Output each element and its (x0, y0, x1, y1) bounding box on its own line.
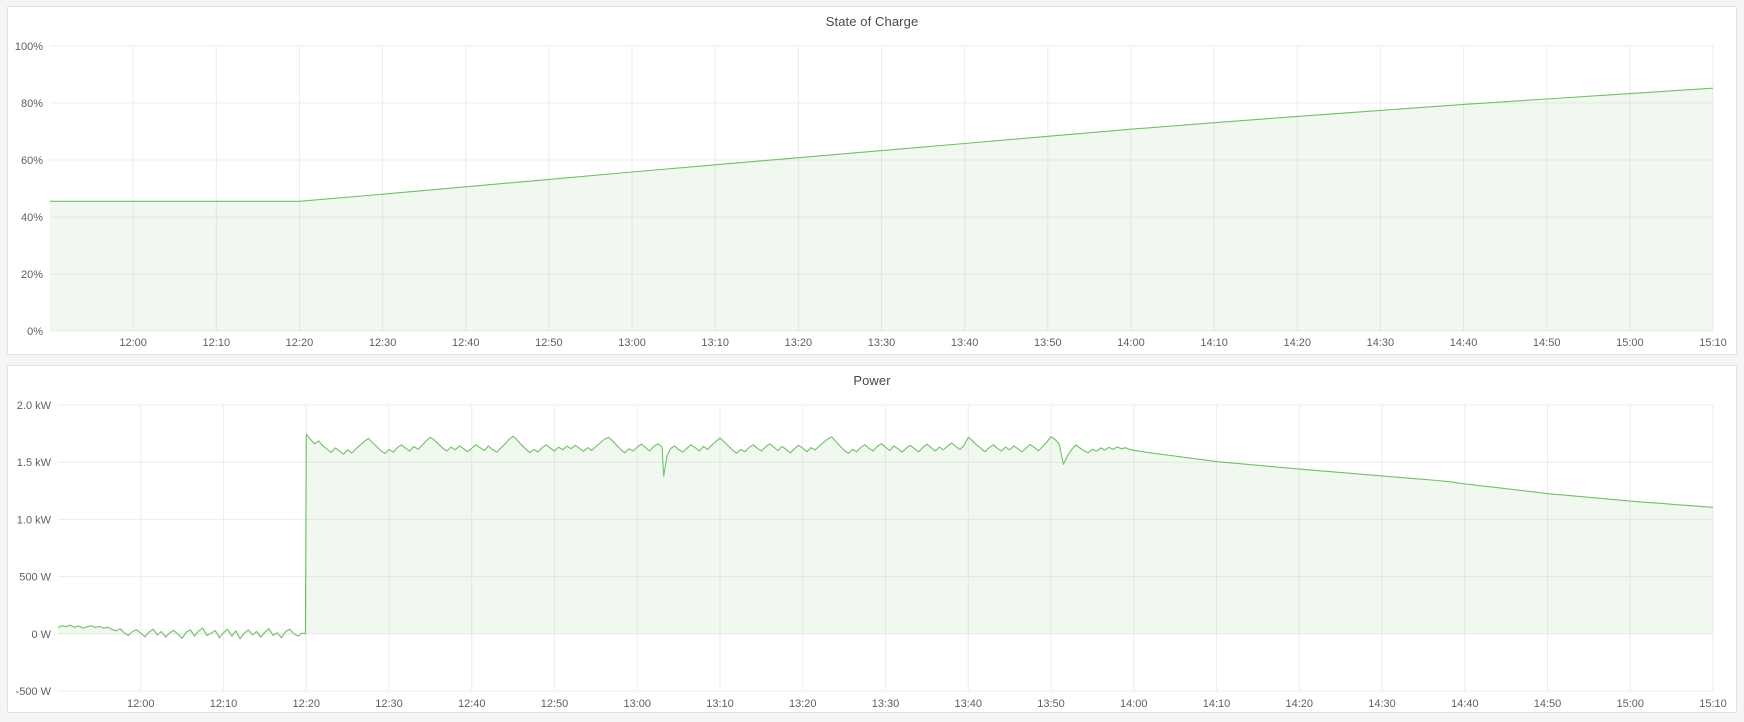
panel-header-state-of-charge[interactable]: State of Charge (8, 7, 1736, 35)
svg-text:14:40: 14:40 (1451, 698, 1479, 710)
svg-text:15:10: 15:10 (1699, 698, 1727, 710)
svg-text:13:20: 13:20 (785, 337, 813, 349)
svg-text:13:40: 13:40 (954, 698, 982, 710)
grid (50, 45, 1714, 332)
svg-text:12:40: 12:40 (458, 698, 486, 710)
series-line (50, 87, 1714, 202)
svg-text:12:20: 12:20 (286, 337, 314, 349)
svg-text:13:50: 13:50 (1034, 337, 1062, 349)
svg-text:12:20: 12:20 (292, 698, 320, 710)
svg-text:14:00: 14:00 (1117, 337, 1145, 349)
svg-text:0 W: 0 W (31, 629, 51, 641)
svg-text:15:00: 15:00 (1616, 337, 1644, 349)
svg-text:13:50: 13:50 (1037, 698, 1065, 710)
svg-text:20%: 20% (21, 269, 43, 281)
svg-text:15:10: 15:10 (1699, 337, 1727, 349)
svg-text:14:20: 14:20 (1283, 337, 1311, 349)
svg-text:1.0 kW: 1.0 kW (17, 514, 52, 526)
svg-text:14:20: 14:20 (1285, 698, 1313, 710)
svg-text:13:30: 13:30 (872, 698, 900, 710)
axis-labels: 0% 20% 40% 60% 80% 100% 12:00 12:10 12:20 12:30 12… (15, 41, 1727, 349)
svg-text:12:50: 12:50 (541, 698, 569, 710)
svg-text:12:30: 12:30 (375, 698, 403, 710)
series-line (57, 433, 1714, 640)
grid (58, 404, 1714, 692)
svg-text:13:30: 13:30 (868, 337, 896, 349)
svg-text:60%: 60% (21, 155, 43, 167)
svg-text:12:40: 12:40 (452, 337, 480, 349)
svg-text:12:00: 12:00 (119, 337, 147, 349)
axis-labels: -500 W 0 W 500 W 1.0 kW 1.5 kW 2.0 kW 12:00 12:… (16, 400, 1727, 710)
svg-text:0%: 0% (27, 326, 43, 338)
svg-text:14:10: 14:10 (1203, 698, 1231, 710)
svg-text:14:40: 14:40 (1450, 337, 1478, 349)
svg-text:15:00: 15:00 (1616, 698, 1644, 710)
svg-text:12:10: 12:10 (210, 698, 238, 710)
svg-text:12:50: 12:50 (535, 337, 563, 349)
svg-text:14:30: 14:30 (1368, 698, 1396, 710)
power-chart[interactable]: -500 W 0 W 500 W 1.0 kW 1.5 kW 2.0 kW 12:00 12:… (8, 366, 1738, 714)
svg-text:14:50: 14:50 (1533, 337, 1561, 349)
svg-text:14:30: 14:30 (1367, 337, 1395, 349)
panel-title: State of Charge (825, 13, 919, 29)
svg-text:12:00: 12:00 (127, 698, 155, 710)
svg-text:13:10: 13:10 (706, 698, 734, 710)
series-area (50, 88, 1713, 331)
svg-text:1.5 kW: 1.5 kW (17, 457, 52, 469)
panel-title: Power (853, 372, 891, 388)
svg-text:14:00: 14:00 (1120, 698, 1148, 710)
svg-text:100%: 100% (15, 41, 43, 53)
panel-power: Power -500 W 0 W 500 W 1.0 kW 1.5 kW 2.0 kW 12… (7, 365, 1737, 713)
svg-text:13:10: 13:10 (701, 337, 729, 349)
svg-text:500 W: 500 W (19, 572, 51, 584)
svg-text:12:30: 12:30 (369, 337, 397, 349)
svg-text:80%: 80% (21, 98, 43, 110)
panel-state-of-charge: State of Charge 0% 20% 40% 60% 80% 100% 12:00 1… (7, 6, 1737, 355)
svg-text:2.0 kW: 2.0 kW (17, 400, 52, 412)
svg-text:13:40: 13:40 (951, 337, 979, 349)
svg-text:-500 W: -500 W (16, 686, 52, 698)
panel-header-power[interactable]: Power (8, 366, 1736, 394)
svg-text:14:10: 14:10 (1200, 337, 1228, 349)
svg-text:13:20: 13:20 (789, 698, 817, 710)
svg-text:14:50: 14:50 (1534, 698, 1562, 710)
svg-text:13:00: 13:00 (618, 337, 646, 349)
svg-text:13:00: 13:00 (623, 698, 651, 710)
svg-text:12:10: 12:10 (203, 337, 231, 349)
svg-text:40%: 40% (21, 212, 43, 224)
state-of-charge-chart[interactable]: 0% 20% 40% 60% 80% 100% 12:00 12:10 12:20 12:30 12… (8, 7, 1738, 356)
series-area (58, 434, 1713, 639)
